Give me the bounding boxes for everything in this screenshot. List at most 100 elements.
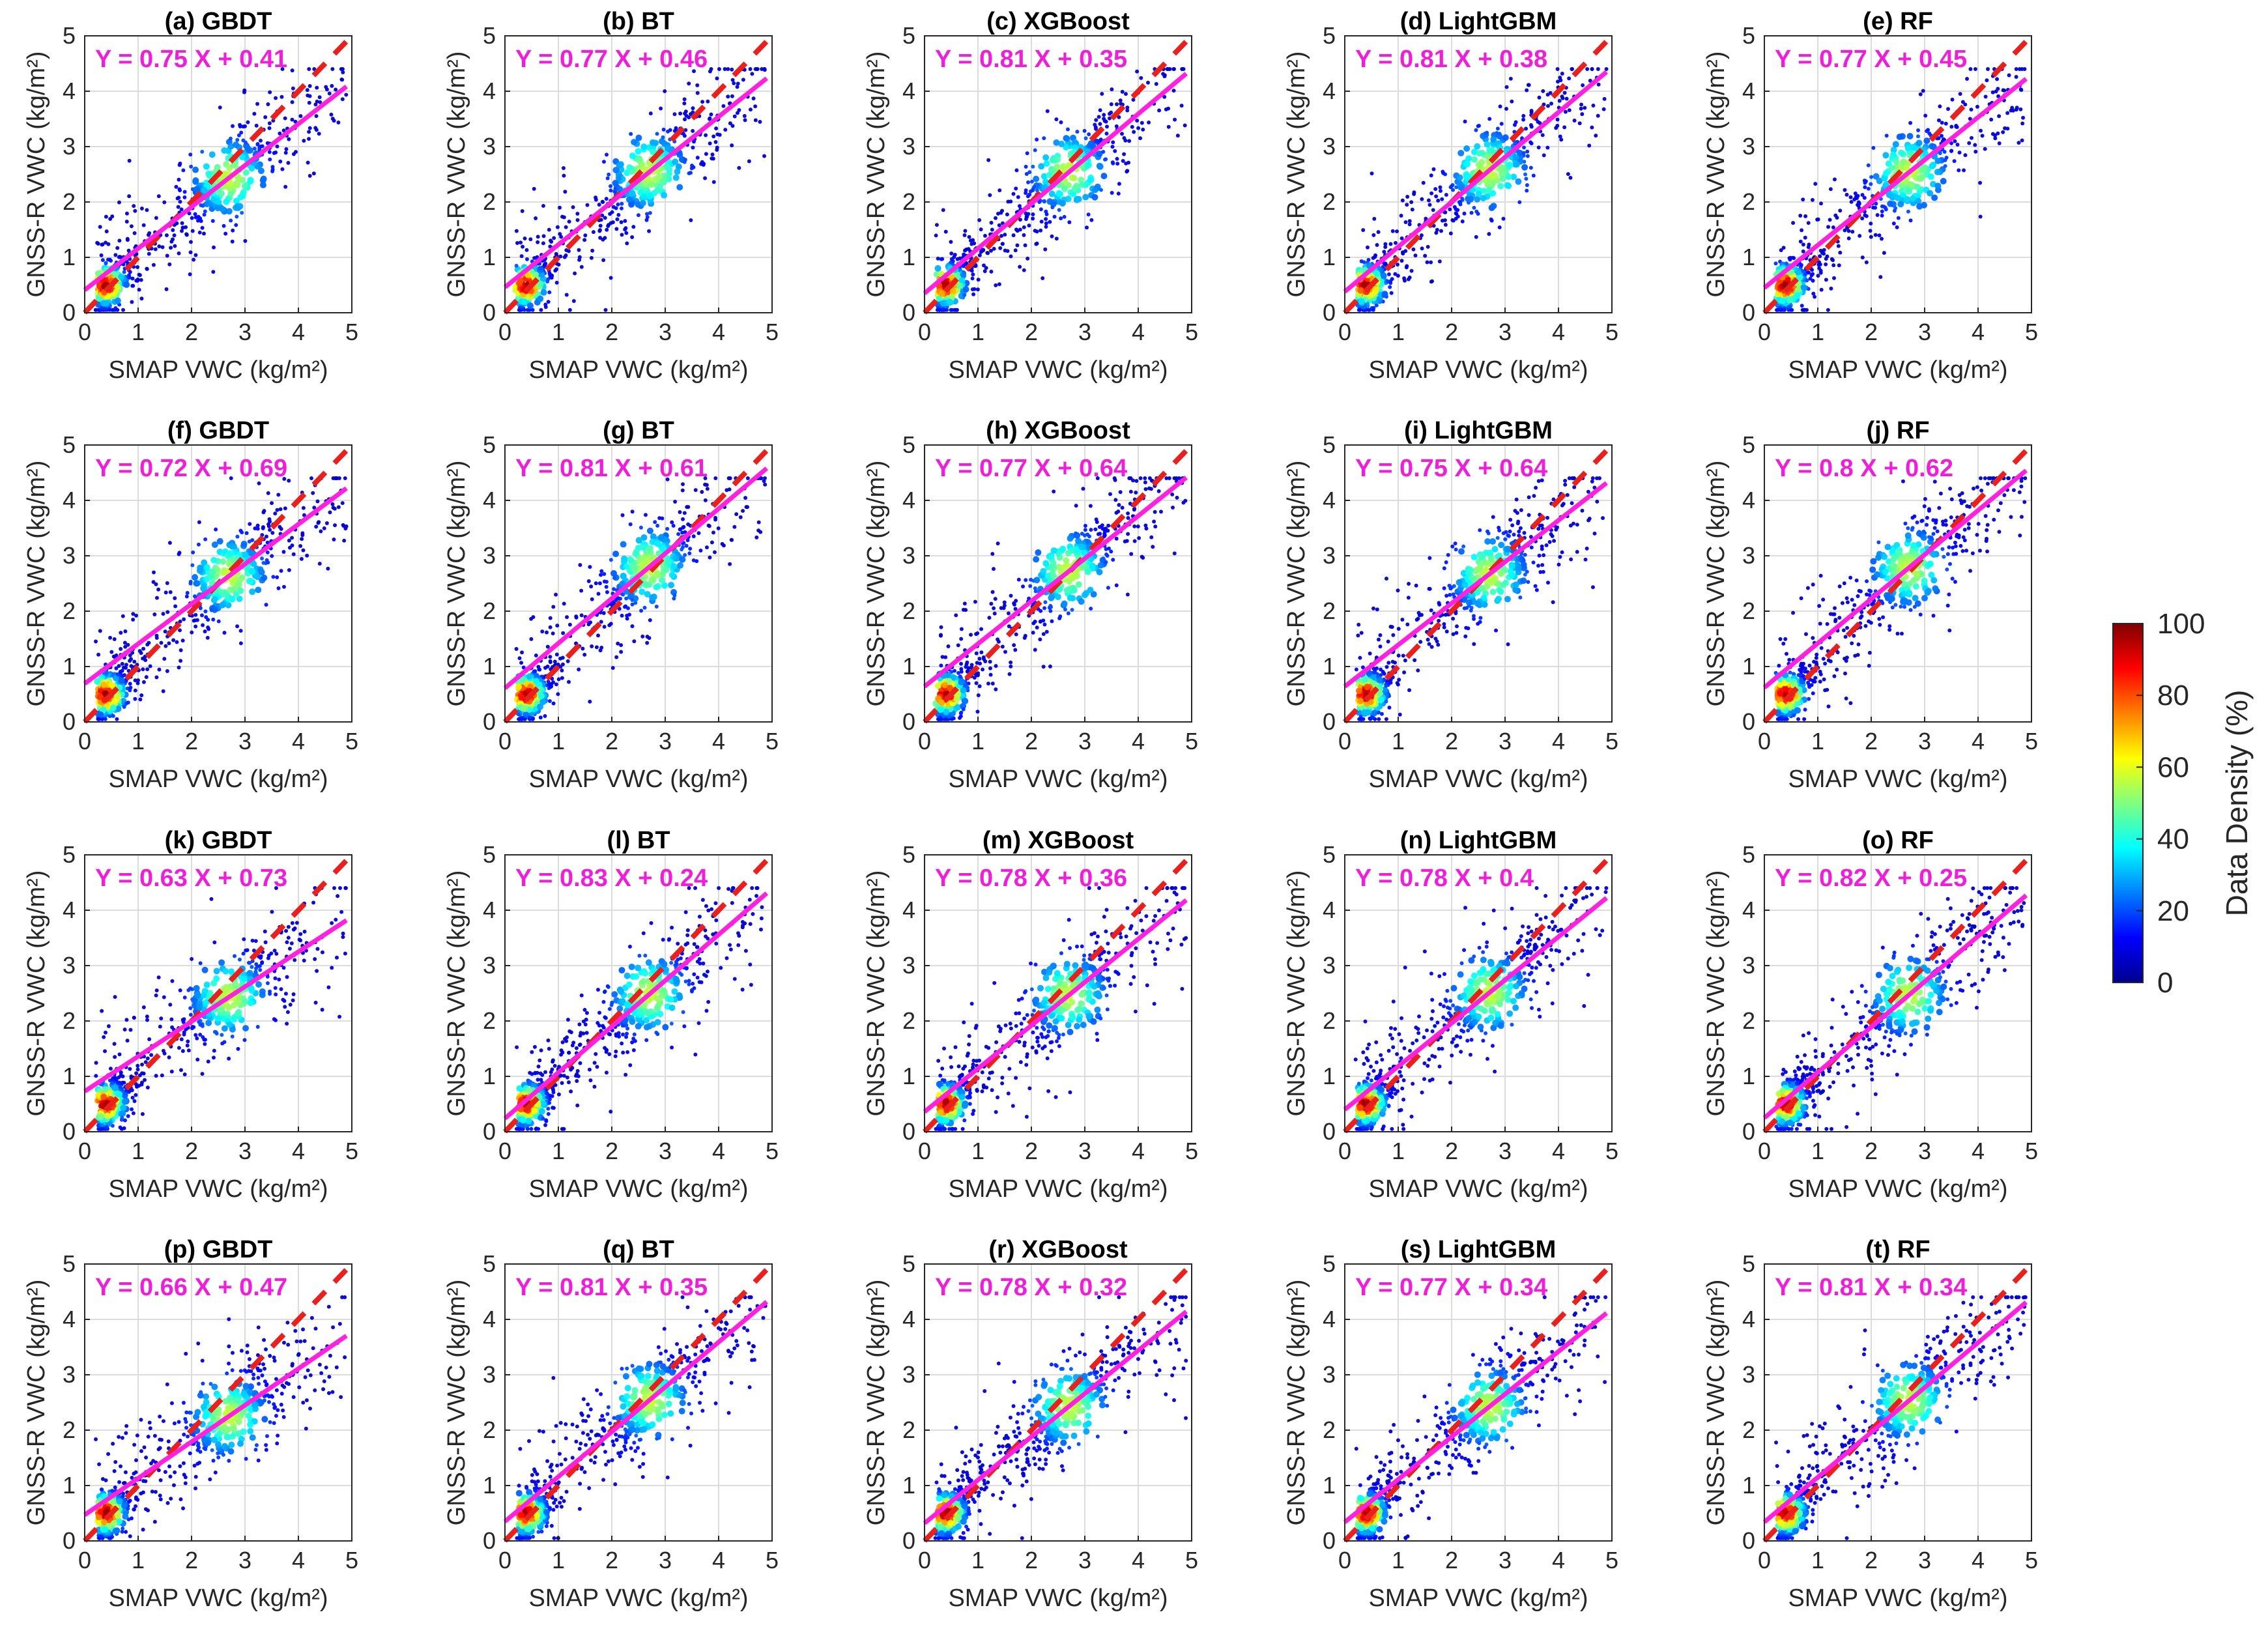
density-point [540, 289, 547, 296]
density-point [1523, 172, 1528, 177]
density-point [179, 207, 184, 212]
density-point [1059, 216, 1063, 221]
density-point [687, 81, 691, 86]
density-point [1850, 229, 1855, 234]
density-point [1957, 168, 1961, 173]
density-point [291, 86, 295, 91]
density-point [728, 121, 732, 126]
density-point [981, 248, 985, 253]
density-point [1843, 188, 1847, 192]
density-point [654, 582, 661, 590]
density-point [1795, 268, 1802, 276]
density-point [1026, 180, 1031, 184]
density-point [612, 180, 619, 187]
density-point [643, 513, 648, 517]
density-point [1567, 76, 1572, 81]
density-point [259, 177, 266, 184]
density-point [259, 181, 266, 188]
density-point [762, 154, 767, 158]
density-point [1110, 160, 1115, 165]
density-point [1116, 192, 1121, 196]
density-point [623, 219, 627, 223]
density-point [93, 308, 98, 312]
density-point [117, 200, 121, 205]
density-point [1829, 286, 1833, 291]
density-point [691, 534, 696, 539]
density-point [177, 177, 181, 182]
x-tick-label: 5 [2025, 319, 2038, 345]
y-tick-label: 0 [902, 299, 915, 326]
density-point [1067, 220, 1072, 225]
density-point [196, 542, 201, 547]
density-point [646, 527, 653, 534]
density-point [994, 283, 998, 287]
density-point [1863, 185, 1867, 190]
density-point [564, 253, 568, 258]
density-point [1063, 135, 1070, 142]
density-point [1894, 194, 1901, 201]
density-point [611, 205, 616, 209]
density-point [1044, 221, 1048, 225]
density-point [1059, 120, 1063, 124]
density-point [268, 528, 272, 532]
density-point [1097, 115, 1101, 119]
density-point [1123, 92, 1128, 96]
density-point [1409, 268, 1414, 273]
density-point [243, 238, 248, 243]
density-point [971, 292, 976, 296]
density-point [127, 158, 132, 163]
x-tick-label: 0 [1758, 319, 1771, 345]
density-point [164, 644, 168, 648]
density-point [1555, 67, 1560, 71]
density-point [225, 208, 233, 215]
density-point [279, 526, 283, 531]
density-point [1425, 260, 1429, 265]
density-point [1127, 139, 1132, 143]
density-point [205, 170, 212, 177]
density-point [1816, 274, 1820, 278]
density-point [549, 683, 553, 687]
density-point [1011, 233, 1016, 238]
density-point [1957, 151, 1962, 155]
density-point [706, 523, 711, 528]
density-point [1562, 125, 1567, 130]
density-point [626, 164, 633, 171]
density-point [538, 715, 543, 720]
density-point [1873, 233, 1878, 237]
density-point [165, 253, 169, 258]
density-point [249, 588, 256, 596]
density-point [1946, 107, 1951, 111]
density-point [1087, 177, 1095, 184]
density-point [1869, 235, 1873, 239]
x-tick-label: 0 [498, 728, 511, 754]
density-point [211, 270, 216, 274]
density-point [939, 257, 943, 261]
density-point [1973, 143, 1977, 147]
density-point [1801, 197, 1805, 202]
density-point [1560, 96, 1565, 100]
density-point [1079, 181, 1086, 188]
density-point [1903, 195, 1910, 203]
density-point [190, 630, 194, 635]
density-point [1426, 198, 1431, 203]
density-point [675, 163, 682, 170]
density-point [1554, 126, 1558, 130]
density-point [938, 290, 945, 297]
density-point [192, 166, 199, 173]
density-point [343, 476, 347, 480]
x-tick-label: 4 [712, 319, 725, 345]
density-point [1838, 250, 1843, 255]
density-point [672, 593, 677, 597]
density-point [1899, 159, 1906, 166]
density-point [650, 575, 657, 582]
density-point [1359, 259, 1364, 263]
density-point [547, 698, 552, 703]
density-point [582, 652, 587, 657]
density-point [551, 680, 556, 685]
density-point [1173, 117, 1177, 122]
density-point [181, 168, 186, 173]
x-tick-label: 4 [1552, 319, 1565, 345]
density-point [201, 186, 208, 194]
